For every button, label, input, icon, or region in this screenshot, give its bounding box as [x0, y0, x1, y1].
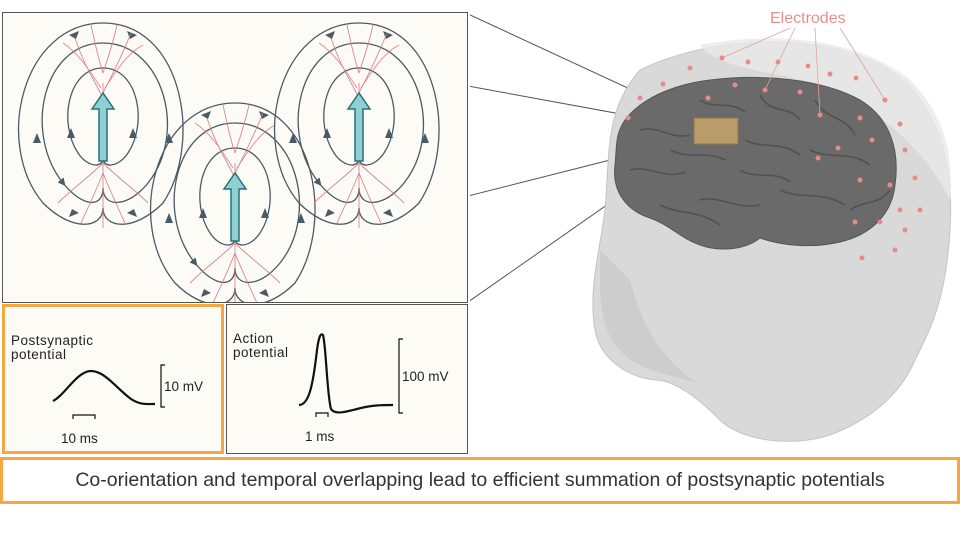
psp-time-label: 10 ms: [61, 431, 98, 446]
psp-amplitude-label: 10 mV: [164, 379, 204, 394]
neuron-dipole-center: [151, 103, 315, 302]
psp-panel: Postsynaptic potential 10 mV 10 ms: [2, 304, 224, 454]
cortex-patch: [693, 117, 739, 145]
ap-amplitude-label: 100 mV: [402, 369, 449, 384]
ap-label: Action potential: [233, 331, 289, 360]
caption-box: Co-orientation and temporal overlapping …: [0, 457, 960, 504]
ap-trace: [298, 333, 403, 417]
ap-panel: Action potential 100 mV 1 ms: [226, 304, 468, 454]
caption-text: Co-orientation and temporal overlapping …: [75, 469, 885, 491]
brain-sulci: [629, 94, 891, 226]
brain: [614, 77, 897, 250]
neuron-dipole-left: [17, 22, 184, 228]
ap-time-label: 1 ms: [305, 429, 335, 444]
psp-label: Postsynaptic potential: [11, 333, 94, 362]
dipole-panel: [2, 12, 468, 303]
psp-trace: [52, 364, 165, 419]
head-model: [470, 14, 952, 442]
electrode-pointers: [721, 27, 886, 116]
dipole-illustration: [17, 13, 467, 302]
electrodes-label: Electrodes: [770, 10, 846, 27]
electrodes: [625, 55, 923, 261]
dipole-arrow-left: [90, 91, 116, 162]
